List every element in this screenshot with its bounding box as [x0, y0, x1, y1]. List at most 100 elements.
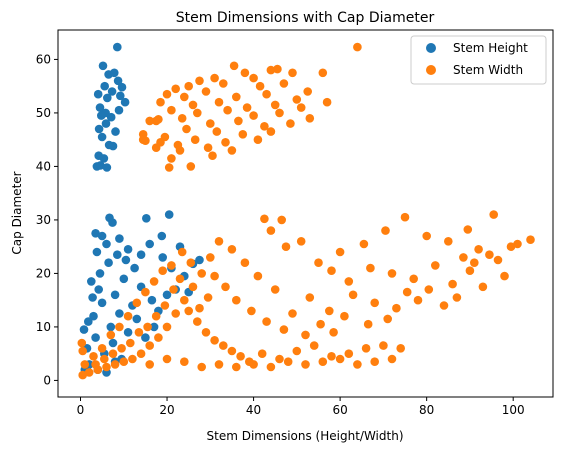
point-stem-width [201, 328, 211, 337]
point-stem-width [175, 146, 185, 155]
point-stem-width [266, 226, 276, 235]
point-stem-width [296, 237, 306, 246]
point-stem-width [370, 298, 380, 308]
point-stem-height [96, 161, 105, 170]
point-stem-width [296, 103, 306, 112]
point-stem-height [108, 218, 117, 227]
point-stem-width [249, 73, 258, 83]
x-tick-label: 0 [77, 403, 85, 417]
point-stem-height [107, 87, 117, 96]
point-stem-width [366, 263, 375, 273]
point-stem-height [102, 239, 111, 249]
point-stem-width [260, 122, 269, 131]
point-stem-width [208, 151, 217, 160]
point-stem-width [206, 253, 215, 262]
point-stem-width [177, 114, 187, 123]
axes-layer: 0 20 40 60 80 100 0 10 20 30 40 50 60 [36, 52, 525, 417]
point-stem-width [335, 247, 345, 257]
point-stem-width [184, 306, 193, 316]
point-stem-height [79, 325, 89, 334]
point-stem-width [186, 258, 196, 268]
point-stem-height [106, 322, 116, 332]
point-stem-height [108, 141, 118, 151]
legend-label-stem-width: Stem Width [453, 63, 523, 77]
point-stem-width [249, 111, 258, 120]
point-stem-width [160, 301, 170, 310]
point-stem-width [171, 84, 180, 94]
point-stem-width [318, 357, 328, 367]
point-stem-width [292, 346, 302, 356]
point-stem-width [309, 341, 319, 350]
point-stem-width [210, 336, 219, 345]
x-tick-label: 60 [332, 403, 347, 417]
plot-frame [57, 29, 554, 398]
point-stem-width [381, 226, 390, 235]
point-stem-width [91, 360, 100, 369]
point-stem-width [195, 76, 204, 86]
point-stem-width [141, 287, 150, 297]
point-stem-height [106, 112, 116, 122]
point-stem-height [102, 163, 112, 172]
point-stem-width [262, 89, 271, 99]
point-stem-width [459, 253, 468, 262]
point-stem-width [439, 301, 449, 310]
point-stem-width [227, 146, 237, 155]
point-stem-width [262, 317, 271, 326]
point-stem-width [180, 295, 189, 305]
point-stem-height [84, 317, 93, 326]
point-stem-width [270, 100, 280, 110]
point-stem-width [236, 352, 245, 361]
point-stem-height [87, 277, 96, 286]
point-stem-height [94, 285, 103, 294]
point-stem-width [448, 279, 457, 289]
point-stem-height [92, 247, 102, 257]
point-stem-height [97, 231, 107, 241]
point-stem-height [97, 298, 107, 308]
point-stem-width [363, 319, 373, 329]
point-stem-width [167, 154, 176, 163]
point-stem-height [132, 314, 142, 324]
point-stem-height [141, 333, 150, 342]
point-stem-width [201, 87, 211, 96]
point-stem-width [413, 295, 423, 305]
point-stem-width [387, 269, 397, 278]
x-tick-label: 40 [246, 403, 261, 417]
point-stem-width [422, 231, 432, 241]
point-stem-width [353, 360, 362, 369]
point-stem-height [110, 290, 120, 300]
point-stem-width [257, 349, 267, 359]
point-stem-width [361, 344, 371, 353]
point-stem-width [197, 362, 206, 372]
point-stem-width [400, 212, 410, 222]
legend-marker-stem-width [426, 65, 436, 75]
point-stem-height [88, 293, 97, 302]
point-stem-width [485, 250, 494, 259]
point-stem-width [238, 130, 248, 139]
point-stem-height [164, 210, 174, 219]
point-stem-height [93, 89, 103, 99]
point-stem-width [286, 119, 295, 128]
point-stem-height [145, 239, 154, 249]
point-stem-width [171, 309, 180, 318]
point-stem-width [288, 68, 297, 78]
point-stem-width [156, 97, 165, 107]
point-stem-width [193, 317, 202, 326]
point-stem-width [164, 163, 174, 172]
point-stem-width [247, 306, 256, 316]
point-stem-width [253, 135, 263, 144]
point-stem-width [177, 247, 187, 257]
point-stem-width [402, 287, 412, 297]
point-stem-height [97, 111, 106, 120]
y-tick-label: 30 [36, 213, 51, 227]
point-stem-width [126, 338, 135, 348]
point-stem-height [108, 338, 118, 348]
point-stem-width [359, 239, 369, 249]
point-stem-width [167, 261, 176, 270]
point-stem-width [154, 333, 163, 342]
point-stem-width [182, 124, 191, 134]
point-stem-width [203, 143, 213, 152]
point-stem-width [197, 269, 206, 278]
point-stem-height [115, 309, 124, 318]
point-stem-width [253, 271, 263, 281]
point-stem-width [242, 103, 252, 112]
